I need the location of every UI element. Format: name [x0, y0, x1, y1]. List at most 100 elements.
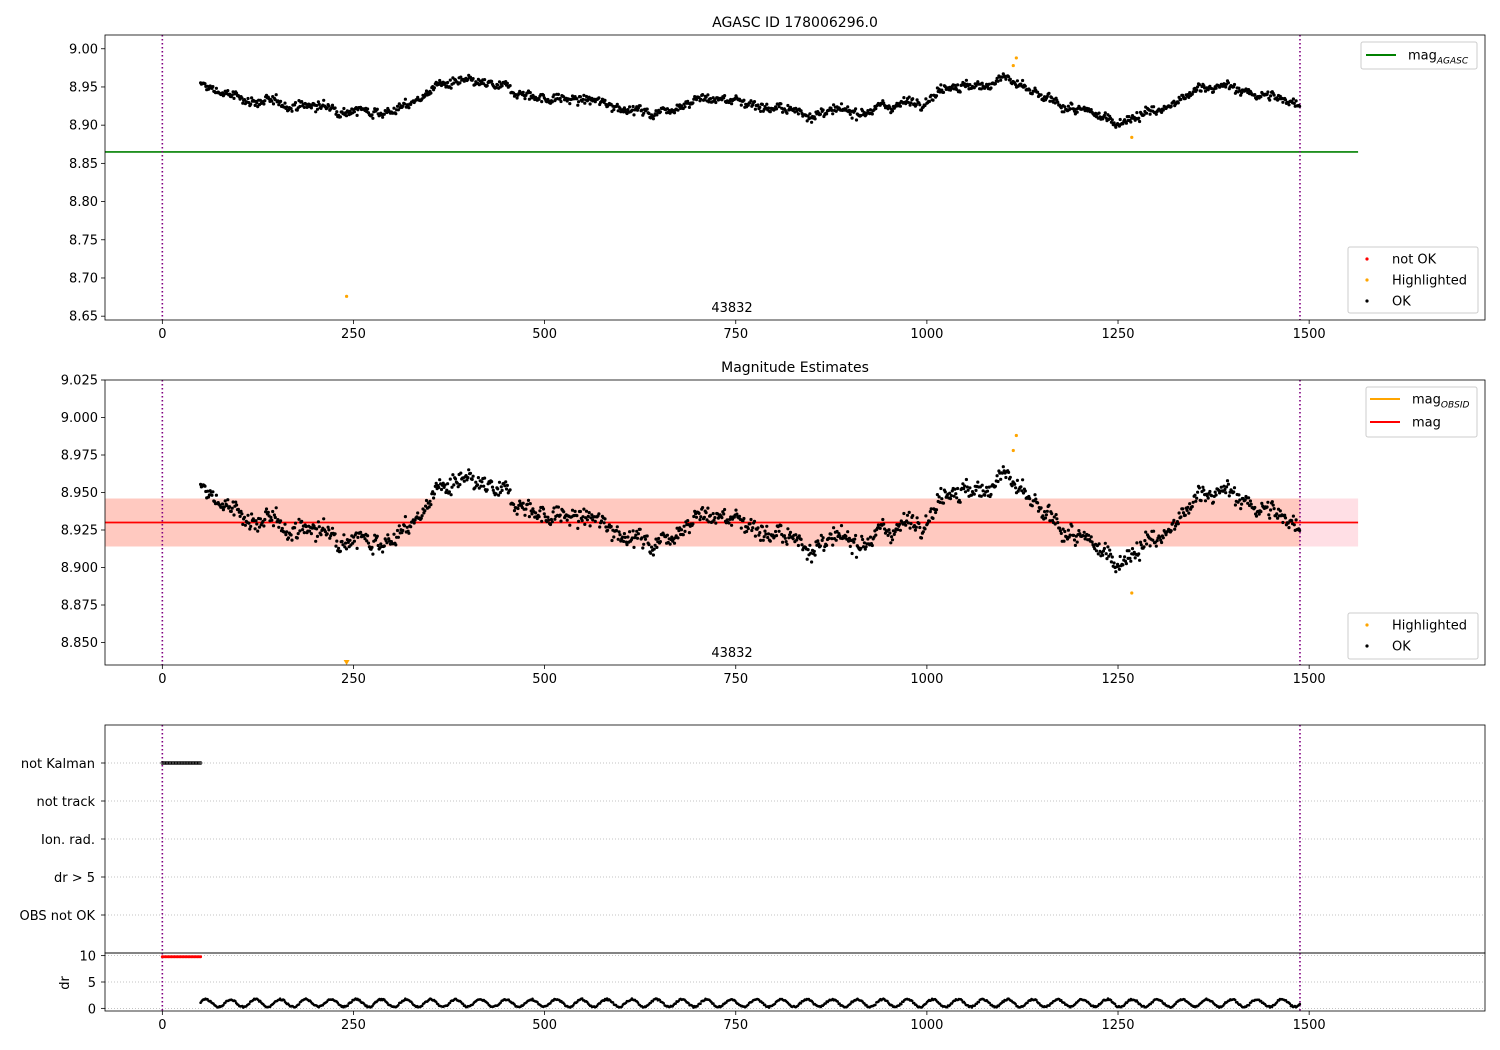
ok-point	[427, 505, 431, 509]
ok-point	[273, 98, 277, 102]
ok-point	[222, 505, 226, 509]
ok-point	[576, 526, 580, 531]
highlighted-point-0	[344, 294, 349, 298]
ok-point	[610, 538, 614, 543]
ok-point	[625, 543, 629, 547]
dr-point	[988, 1001, 991, 1005]
ok-point	[791, 537, 795, 541]
ok-point	[672, 541, 677, 545]
ok-point	[420, 514, 424, 518]
ok-point	[317, 525, 321, 529]
ok-point	[253, 103, 257, 107]
ok-point	[1236, 500, 1240, 504]
ok-point	[788, 533, 792, 537]
ok-point	[616, 109, 620, 113]
ok-point	[911, 97, 915, 101]
ok-point	[1151, 538, 1155, 542]
dr-point	[900, 1002, 903, 1006]
ok-point	[581, 515, 585, 519]
ok-point	[917, 521, 921, 526]
ok-point	[1240, 91, 1244, 95]
ok-point	[1226, 482, 1230, 486]
ok-point	[848, 112, 852, 116]
ok-point	[250, 512, 254, 516]
ok-point	[531, 507, 535, 511]
ok-point	[1281, 100, 1285, 104]
ok-point	[794, 533, 798, 537]
ok-point	[1096, 552, 1100, 556]
ok-point	[524, 507, 528, 511]
ok-point	[854, 107, 858, 111]
ok-point	[382, 112, 386, 116]
ok-point	[438, 478, 442, 482]
ok-point	[834, 538, 838, 542]
ok-point	[327, 528, 331, 532]
ok-point	[354, 106, 358, 110]
ok-point	[672, 111, 677, 115]
ok-point	[702, 98, 707, 102]
ok-point	[263, 517, 267, 522]
ok-point	[1283, 98, 1288, 102]
ok-point	[558, 96, 562, 101]
ok-point	[1104, 552, 1108, 556]
ok-point	[603, 98, 607, 102]
ok-point	[1124, 121, 1128, 125]
ok-point	[1287, 103, 1291, 107]
ok-point	[1194, 499, 1198, 503]
ok-point	[1028, 497, 1032, 501]
dr-point	[611, 1001, 615, 1004]
ok-point	[617, 530, 621, 534]
ok-point	[1160, 110, 1164, 114]
ok-point	[832, 526, 836, 530]
ok-point	[915, 98, 919, 102]
ok-point	[1008, 77, 1012, 81]
ok-point	[403, 515, 407, 519]
ok-point	[904, 523, 908, 527]
ok-point	[296, 532, 300, 536]
ok-point	[777, 529, 781, 533]
ok-point	[235, 91, 239, 95]
ok-point	[467, 468, 471, 472]
p4-xtick-label-1250: 1250	[1101, 1018, 1134, 1033]
ok-point	[258, 517, 262, 521]
ok-point	[911, 514, 915, 518]
p2-legend-highlighted-label: Highlighted	[1392, 619, 1467, 634]
p2-xtick-label-500: 500	[532, 672, 557, 687]
ok-point	[485, 84, 489, 88]
ok-point	[874, 107, 878, 111]
ok-point	[428, 499, 432, 503]
ok-point	[706, 93, 710, 97]
ok-point	[518, 499, 522, 503]
ok-point	[645, 534, 649, 538]
ok-point	[538, 509, 542, 513]
ok-point	[1070, 102, 1074, 106]
ok-point	[1271, 503, 1275, 507]
ok-point	[1142, 545, 1146, 549]
ok-point	[830, 537, 834, 541]
ok-point	[316, 520, 320, 524]
ok-point	[396, 535, 400, 539]
highlighted-point-2	[1011, 63, 1015, 68]
ok-point	[1197, 486, 1201, 490]
ok-point	[797, 534, 801, 538]
ok-point	[1015, 478, 1020, 482]
ok-point	[570, 94, 575, 98]
ok-point	[356, 535, 360, 540]
ok-point	[829, 532, 833, 536]
ok-point	[1276, 516, 1280, 520]
p2-ytick-label-0: 8.850	[61, 636, 98, 651]
ok-point	[701, 93, 705, 97]
ok-point	[604, 525, 608, 529]
ok-point	[1278, 509, 1282, 513]
ok-point	[816, 539, 820, 543]
ok-point	[203, 484, 207, 488]
ok-point	[1048, 99, 1052, 103]
ok-point	[1004, 475, 1008, 480]
ok-point	[1129, 559, 1133, 563]
ok-point	[1239, 507, 1243, 511]
dr-ytick-label-2: 10	[79, 950, 96, 965]
ok-point	[892, 532, 896, 537]
ok-point	[552, 93, 556, 97]
ok-point	[1020, 489, 1024, 493]
ok-point	[581, 97, 585, 101]
